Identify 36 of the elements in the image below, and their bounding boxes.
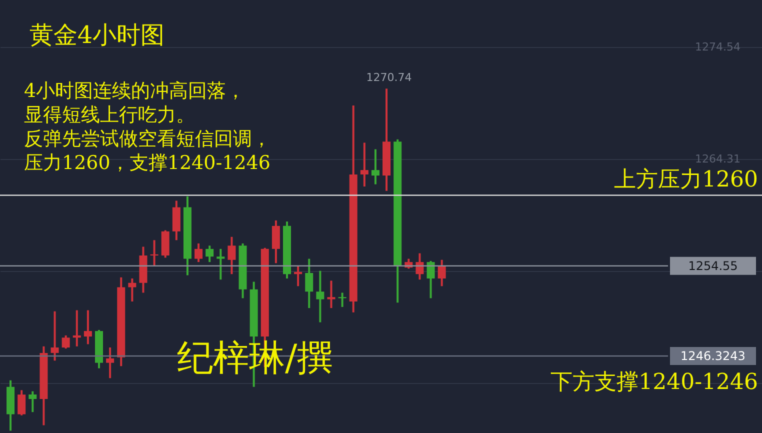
annotation: 压力1260，支撑1240-1246 bbox=[24, 152, 270, 174]
annotation: 显得短线上行吃力。 bbox=[24, 104, 195, 126]
candlestick bbox=[150, 239, 158, 268]
candlestick bbox=[206, 244, 214, 264]
annotation: 1270.74 bbox=[366, 71, 412, 84]
ref-line-label: 1246.3243 bbox=[680, 348, 746, 363]
candlestick bbox=[228, 236, 236, 276]
candlestick bbox=[62, 334, 70, 350]
candlestick bbox=[371, 148, 380, 186]
candlestick bbox=[294, 265, 302, 288]
candlestick bbox=[327, 280, 336, 310]
candlestick bbox=[305, 258, 314, 310]
candlestick bbox=[84, 309, 92, 346]
candlestick bbox=[18, 389, 26, 416]
candlestick bbox=[72, 309, 81, 348]
candlestick bbox=[416, 252, 424, 281]
candlestick bbox=[338, 292, 346, 308]
candlestick bbox=[216, 248, 225, 281]
candlestick bbox=[28, 390, 37, 414]
text: 黄金4小时图 bbox=[29, 21, 165, 49]
candlestick bbox=[128, 277, 136, 302]
candlestick bbox=[272, 219, 280, 264]
y-tick-label: 1274.54 bbox=[695, 40, 740, 54]
candlestick bbox=[316, 270, 324, 324]
ref-line-label: 上方压力1260 bbox=[614, 167, 758, 192]
candlestick bbox=[360, 142, 368, 188]
candlestick bbox=[426, 260, 435, 300]
annotation: 4小时图连续的冲高回落， bbox=[24, 80, 246, 102]
annotation: 下方支撑1240-1246 bbox=[550, 370, 758, 395]
candlestick bbox=[106, 346, 114, 380]
ref-line-label: 1254.55 bbox=[688, 258, 738, 273]
candlestick bbox=[50, 310, 59, 362]
annotation: 反弹先尝试做空看短信回调， bbox=[24, 128, 271, 150]
y-tick-label: 1264.31 bbox=[695, 152, 740, 166]
candlestick bbox=[194, 242, 203, 264]
candlestick bbox=[438, 258, 446, 288]
